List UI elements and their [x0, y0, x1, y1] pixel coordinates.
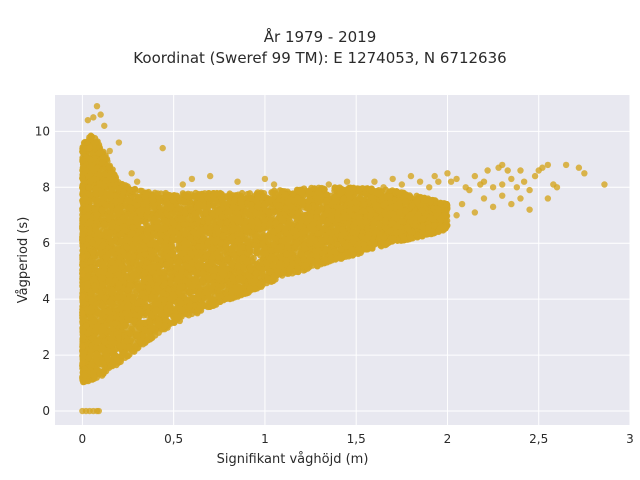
- chart-subtitle: Koordinat (Sweref 99 TM): E 1274053, N 6…: [133, 49, 507, 67]
- chart-title-block: År 1979 - 2019 Koordinat (Sweref 99 TM):…: [0, 27, 640, 69]
- data-point: [246, 190, 254, 197]
- chart-title: År 1979 - 2019: [263, 28, 377, 46]
- scatter-points: [79, 102, 608, 415]
